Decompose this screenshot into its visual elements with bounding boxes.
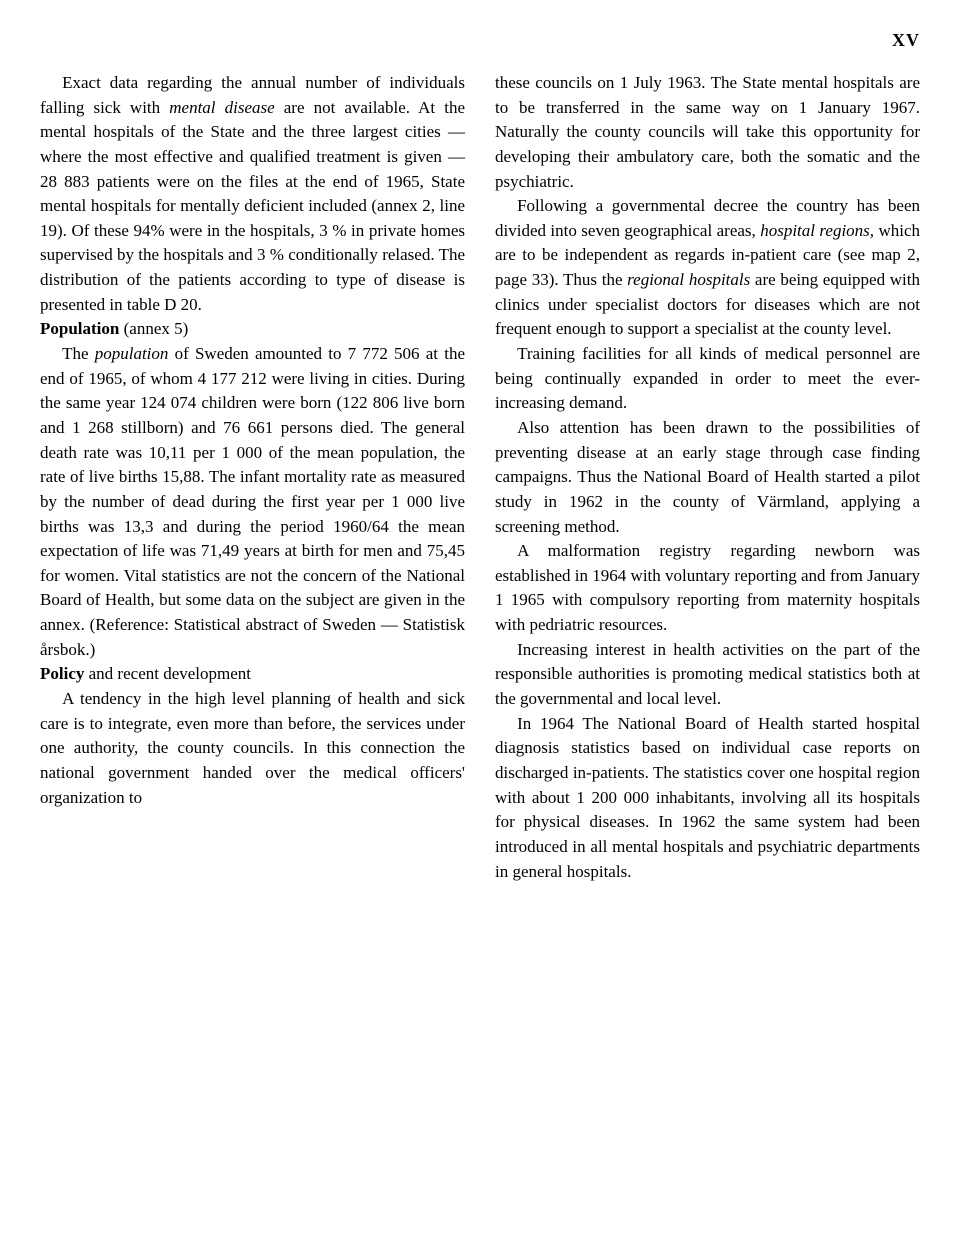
paragraph: A malformation registry regarding newbor…: [495, 539, 920, 638]
heading-light: and recent development: [84, 664, 251, 683]
section-heading-policy: Policy and recent development: [40, 662, 465, 687]
text: The: [62, 344, 95, 363]
heading-bold: Population: [40, 319, 119, 338]
right-column: these councils on 1 July 1963. The State…: [495, 71, 920, 884]
heading-bold: Policy: [40, 664, 84, 683]
paragraph: In 1964 The National Board of Health sta…: [495, 712, 920, 884]
text: are not available. At the mental hospita…: [40, 98, 465, 314]
paragraph: Training facilities for all kinds of med…: [495, 342, 920, 416]
paragraph: Following a governmental decree the coun…: [495, 194, 920, 342]
italic-text: hospital regions,: [760, 221, 874, 240]
paragraph: these councils on 1 July 1963. The State…: [495, 71, 920, 194]
two-column-layout: Exact data regarding the annual number o…: [40, 71, 920, 884]
section-heading-population: Population (annex 5): [40, 317, 465, 342]
italic-text: population: [95, 344, 169, 363]
heading-light: (annex 5): [119, 319, 188, 338]
paragraph: Increasing interest in health activities…: [495, 638, 920, 712]
paragraph: A tendency in the high level planning of…: [40, 687, 465, 810]
left-column: Exact data regarding the annual number o…: [40, 71, 465, 884]
page-number: XV: [40, 30, 920, 51]
paragraph: Exact data regarding the annual number o…: [40, 71, 465, 317]
text: of Sweden amounted to 7 772 506 at the e…: [40, 344, 465, 659]
paragraph: Also attention has been drawn to the pos…: [495, 416, 920, 539]
italic-text: regional hospitals: [627, 270, 750, 289]
italic-text: mental disease: [169, 98, 274, 117]
paragraph: The population of Sweden amounted to 7 7…: [40, 342, 465, 662]
